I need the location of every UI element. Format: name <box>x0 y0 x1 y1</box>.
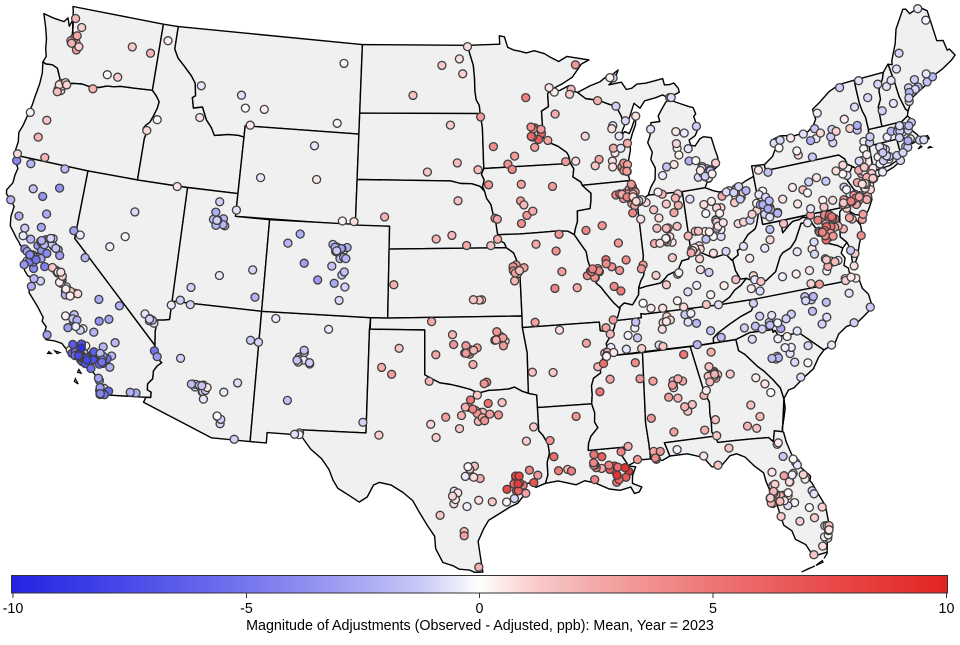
svg-text:5: 5 <box>709 601 717 617</box>
svg-text:0: 0 <box>476 601 484 617</box>
svg-text:10: 10 <box>939 601 955 617</box>
svg-text:-10: -10 <box>3 601 24 617</box>
svg-text:-5: -5 <box>240 601 253 617</box>
svg-text:Magnitude of Adjustments (Obse: Magnitude of Adjustments (Observed - Adj… <box>246 618 714 634</box>
